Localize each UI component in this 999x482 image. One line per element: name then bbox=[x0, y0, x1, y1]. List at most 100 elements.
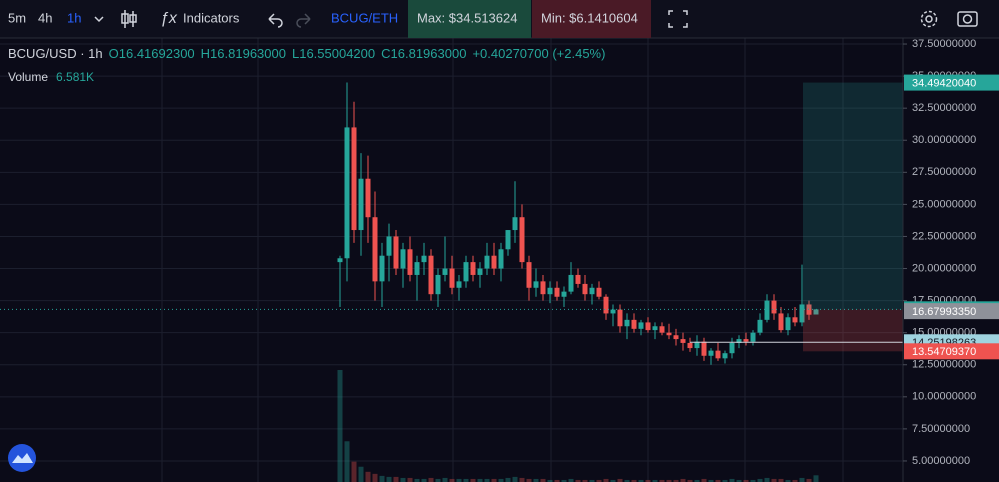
volume-bar bbox=[519, 477, 525, 482]
candle-body bbox=[582, 283, 588, 295]
volume-bar bbox=[421, 478, 427, 482]
candle-body bbox=[554, 287, 560, 297]
candle-body bbox=[659, 326, 665, 333]
candle-body bbox=[540, 281, 546, 295]
y-tick-label: 5.00000000 bbox=[912, 455, 970, 467]
price-label-box bbox=[904, 74, 999, 91]
volume-value: 6.581K bbox=[56, 70, 94, 84]
volume-bar bbox=[736, 479, 742, 482]
candle-body bbox=[722, 353, 728, 359]
position-profit bbox=[803, 82, 903, 310]
candle-body bbox=[673, 335, 679, 340]
candle-body bbox=[645, 322, 651, 331]
volume-bar bbox=[799, 477, 805, 482]
volume-bar bbox=[533, 478, 539, 482]
interval-dropdown[interactable] bbox=[94, 16, 104, 23]
volume-bar bbox=[722, 479, 728, 482]
candle-body bbox=[505, 230, 511, 250]
candle-body bbox=[596, 287, 602, 297]
volume-bar bbox=[407, 477, 413, 482]
low: L16.55004200 bbox=[292, 46, 375, 61]
volume-bar bbox=[680, 478, 686, 482]
volume-bar bbox=[631, 479, 637, 482]
candle-body bbox=[638, 322, 644, 329]
volume-bar bbox=[568, 478, 574, 482]
volume-bar bbox=[484, 478, 490, 482]
candle-body bbox=[666, 332, 672, 336]
position-loss bbox=[803, 309, 903, 352]
min-box bbox=[532, 0, 651, 38]
volume-bar bbox=[372, 473, 378, 482]
y-tick-label: 10.00000000 bbox=[912, 391, 976, 403]
candle-body bbox=[379, 255, 385, 282]
chart-type-icon[interactable] bbox=[121, 10, 137, 28]
volume-bar bbox=[806, 478, 812, 482]
y-tick-label: 32.50000000 bbox=[912, 102, 976, 114]
undo[interactable] bbox=[268, 13, 283, 28]
logo-mark bbox=[12, 453, 33, 463]
legend-symbol: BCUG/USD · 1h O16.41692300 H16.81963000 L16… bbox=[8, 46, 605, 61]
candle-body bbox=[750, 332, 756, 342]
price-label-box bbox=[904, 343, 999, 360]
candle-body bbox=[400, 249, 406, 269]
interval-button[interactable]: 1h bbox=[67, 10, 81, 25]
volume-bar bbox=[400, 477, 406, 482]
candle-body bbox=[365, 178, 371, 218]
candle-body bbox=[652, 326, 658, 331]
candle-body bbox=[358, 178, 364, 231]
candle-body bbox=[694, 341, 700, 349]
volume-bar bbox=[526, 478, 532, 482]
candle-body bbox=[344, 127, 350, 259]
candle-body bbox=[337, 258, 343, 263]
candle-body bbox=[715, 350, 721, 359]
y-tick-label: 7.50000000 bbox=[912, 423, 970, 435]
candle-body bbox=[498, 249, 504, 269]
price-label: 34.49420040 bbox=[912, 77, 976, 89]
volume-bar bbox=[589, 479, 595, 482]
volume-bar bbox=[386, 476, 392, 482]
change: +0.40270700 (+2.45%) bbox=[472, 46, 605, 61]
volume-bar bbox=[610, 479, 616, 482]
redo[interactable] bbox=[296, 13, 311, 28]
y-tick-label: 25.00000000 bbox=[912, 198, 976, 210]
candle-body bbox=[512, 217, 518, 231]
volume-bar bbox=[771, 478, 777, 482]
volume-bar bbox=[582, 479, 588, 482]
fx-icon[interactable]: ƒx bbox=[160, 10, 178, 27]
volume-bar bbox=[666, 479, 672, 482]
candle-body bbox=[435, 274, 441, 295]
candle-body bbox=[491, 255, 497, 269]
candle-body bbox=[708, 350, 714, 356]
candle-body bbox=[526, 262, 532, 288]
interval-button[interactable]: 4h bbox=[38, 10, 52, 25]
volume-bar bbox=[554, 479, 560, 482]
volume-bar bbox=[344, 441, 350, 482]
candle-body bbox=[547, 287, 553, 295]
volume-bar bbox=[708, 479, 714, 482]
volume-bar bbox=[743, 479, 749, 482]
logo[interactable] bbox=[8, 444, 36, 472]
screenshot[interactable] bbox=[957, 11, 978, 27]
volume-bar bbox=[757, 478, 763, 482]
volume-bar bbox=[659, 479, 665, 482]
candle-body bbox=[589, 287, 595, 295]
symbol-button[interactable]: BCUG/ETH bbox=[331, 10, 398, 25]
volume-bar bbox=[715, 479, 721, 482]
volume-bar bbox=[540, 478, 546, 482]
candle-body bbox=[687, 342, 693, 349]
candle-body bbox=[561, 291, 567, 297]
open: O16.41692300 bbox=[109, 46, 195, 61]
candle-body bbox=[631, 319, 637, 329]
candle-body bbox=[757, 319, 763, 333]
interval-button[interactable]: 5m bbox=[8, 10, 26, 25]
indicators-button[interactable]: Indicators bbox=[183, 10, 240, 25]
settings[interactable] bbox=[920, 10, 938, 28]
legend-volume: Volume 6.581K bbox=[8, 70, 94, 84]
volume-bar bbox=[617, 478, 623, 482]
plot bbox=[0, 43, 903, 482]
volume-bar bbox=[575, 479, 581, 482]
candle-body bbox=[624, 319, 630, 327]
fullscreen[interactable] bbox=[668, 10, 688, 28]
candle-body bbox=[764, 300, 770, 320]
